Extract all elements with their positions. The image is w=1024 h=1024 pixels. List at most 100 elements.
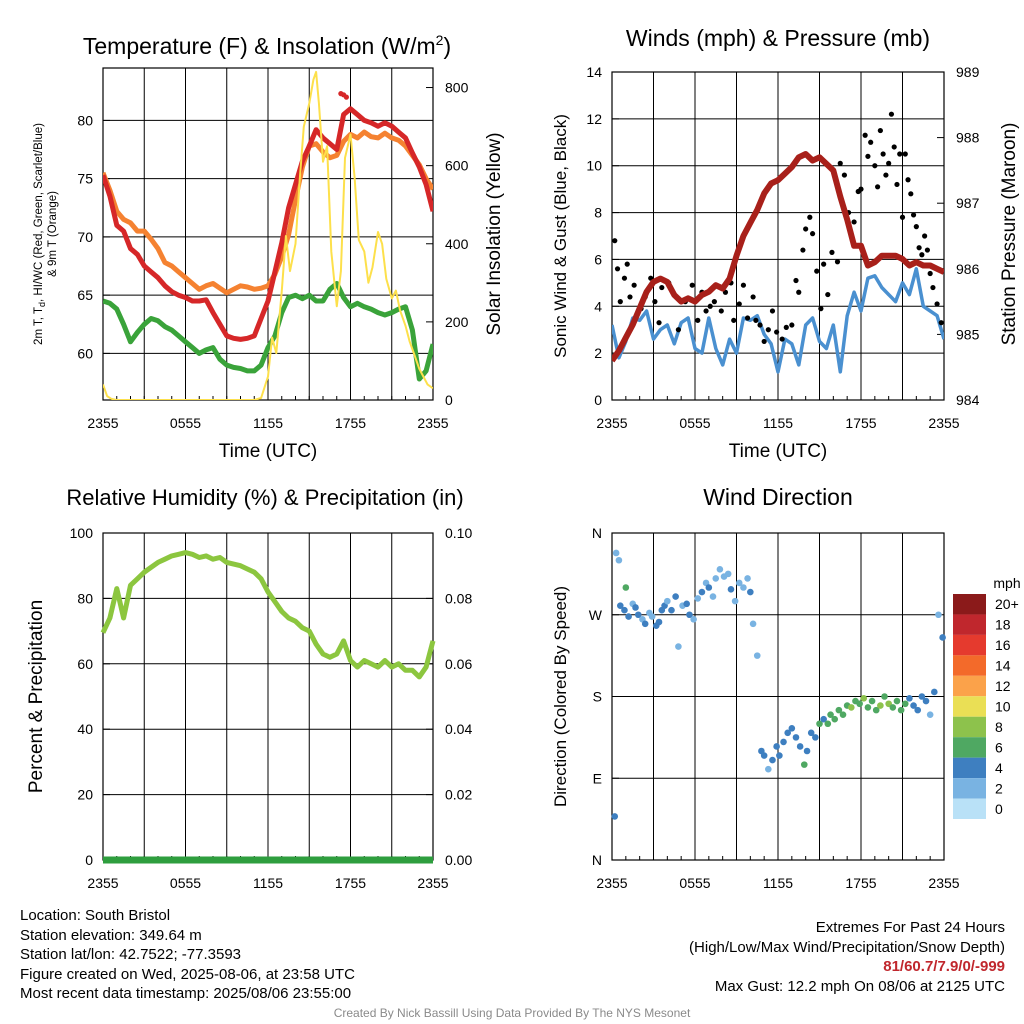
direction-point	[868, 697, 876, 705]
direction-point	[625, 613, 632, 620]
direction-point	[820, 715, 827, 723]
gust-point	[796, 289, 802, 295]
direction-point	[864, 704, 872, 711]
x-tick-label: 0555	[679, 415, 710, 431]
colorbar-unit: mph	[993, 575, 1020, 591]
gust-point	[656, 320, 662, 326]
y2-tick-label: 400	[445, 236, 469, 252]
direction-point	[796, 743, 804, 750]
gust-point	[841, 172, 848, 178]
gust-point	[930, 284, 936, 291]
y-tick-label: 65	[77, 287, 93, 303]
recent-text: Most recent data timestamp: 2025/08/06 2…	[20, 985, 352, 1002]
direction-point	[634, 611, 642, 619]
chart-panel-2: 2355 0555 1155 1755 2355 0 2 4 6 8 10 12 14 984 985 986…	[551, 25, 1020, 462]
gust-point	[913, 224, 919, 230]
direction-point	[712, 575, 720, 582]
direction-point	[615, 556, 623, 564]
gust-point	[818, 306, 824, 312]
colorbar: mph 20+ 18 16 14 12 10 8 6 4 2 0	[953, 575, 1021, 819]
direction-point	[747, 588, 754, 596]
direction-point	[926, 711, 934, 718]
gust-point	[703, 308, 709, 314]
y2-tick-label: 800	[445, 80, 469, 96]
direction-point	[839, 711, 847, 718]
direction-point	[835, 706, 843, 714]
chart-title: Temperature (F) & Insolation (W/m2)	[83, 32, 451, 59]
direction-point	[803, 747, 811, 755]
y2-tick-label: 986	[956, 261, 980, 277]
y-tick-label: 20	[77, 787, 93, 803]
direction-point	[632, 604, 639, 611]
gust-point	[865, 153, 871, 159]
colorbar-label: 0	[995, 801, 1003, 817]
direction-point	[749, 620, 757, 628]
x-tick-label: 2355	[928, 875, 959, 891]
series-line-green	[103, 281, 433, 382]
gust-point	[753, 317, 759, 323]
direction-point	[918, 693, 926, 700]
elevation-text: Station elevation: 349.64 m	[20, 926, 202, 944]
max-gust-text: Max Gust: 12.2 mph On 08/06 at 2125 UTC	[714, 977, 1005, 995]
direction-point	[780, 738, 787, 746]
gust-point	[800, 247, 806, 253]
direction-point	[648, 613, 656, 620]
y2-tick-label: 989	[956, 64, 980, 80]
series-line-orange	[103, 129, 433, 296]
direction-point	[612, 549, 620, 557]
direction-point	[769, 756, 776, 764]
gust-point	[757, 322, 763, 328]
y-tick-label: N	[592, 525, 602, 541]
y2-tick-label: 0	[445, 392, 453, 408]
title-end: )	[443, 33, 451, 59]
gust-point	[880, 151, 886, 157]
extremes-info: Extremes For Past 24 Hours (High/Low/Max…	[689, 918, 1005, 996]
x-tick-label: 0555	[679, 875, 710, 891]
gust-point	[617, 299, 623, 305]
gust-point	[897, 151, 903, 157]
gust-point	[659, 284, 665, 291]
direction-point	[848, 704, 855, 711]
y2-tick-label: 600	[445, 158, 469, 174]
gust-point	[765, 327, 771, 333]
gust-point	[612, 238, 618, 244]
direction-point	[816, 720, 823, 728]
gust-point	[834, 259, 841, 265]
y-tick-label: 4	[594, 298, 602, 314]
direction-point	[724, 570, 732, 578]
direction-point	[807, 729, 815, 737]
direction-point	[664, 597, 671, 605]
gust-point	[862, 132, 868, 138]
extremes-title: Extremes For Past 24 Hours	[815, 919, 1005, 936]
gust-point	[905, 177, 911, 183]
gust-point	[851, 219, 857, 225]
x-tick-label: 1155	[763, 875, 793, 891]
gust-point	[614, 266, 621, 272]
colorbar-swatch	[953, 614, 986, 635]
direction-point	[800, 761, 808, 768]
chart-title: Wind Direction	[703, 484, 853, 510]
direction-point	[675, 643, 682, 650]
chart-title: Winds (mph) & Pressure (mb)	[626, 25, 930, 51]
gust-point	[924, 247, 931, 253]
chart-panel-4: 2355 0555 1155 1755 2355 N E S W N Wind Direction D…	[551, 484, 1021, 891]
gust-point	[919, 252, 925, 258]
direction-point	[792, 734, 800, 741]
gust-point	[707, 303, 713, 309]
gust-point	[750, 294, 756, 300]
colorbar-label: 6	[995, 739, 1003, 755]
x-tick-label: 2355	[417, 875, 448, 891]
direction-point	[641, 620, 649, 628]
direction-point	[788, 724, 796, 732]
gust-point	[825, 291, 831, 298]
direction-point	[683, 600, 690, 608]
direction-point	[893, 697, 901, 705]
colorbar-swatch	[953, 716, 986, 738]
y-tick-label: 8	[594, 205, 602, 221]
y-axis-label: 2m T, Td, HI/WC (Red, Green, Scarlet/Blu…	[33, 123, 47, 345]
direction-point	[922, 697, 930, 705]
gust-point	[631, 282, 637, 288]
x-tick-label: 2355	[596, 415, 627, 431]
gust-point	[718, 308, 724, 314]
